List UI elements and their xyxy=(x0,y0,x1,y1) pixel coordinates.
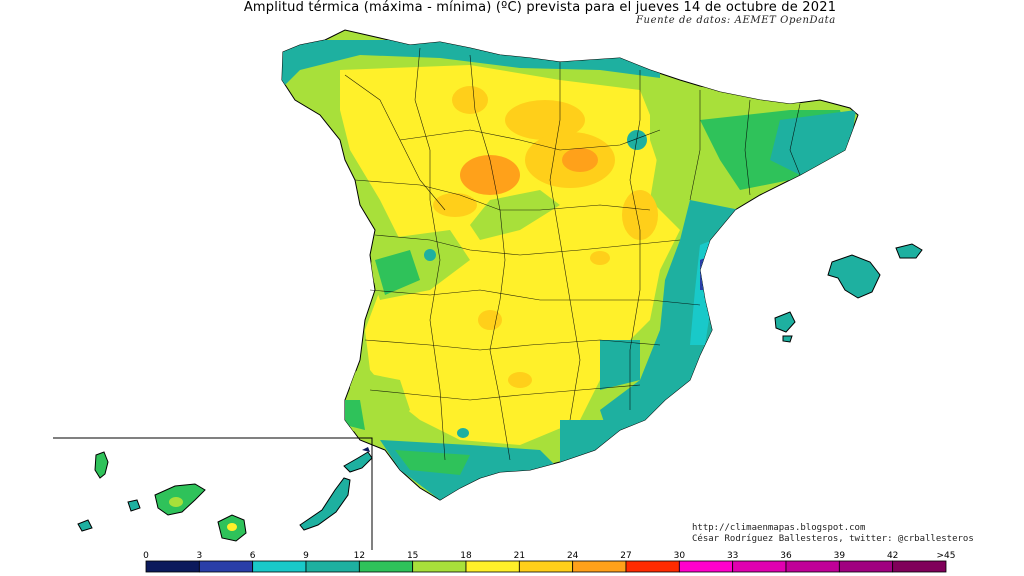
region-gran-canaria xyxy=(217,514,247,542)
legend-swatch xyxy=(732,560,787,573)
legend-tick-label: 33 xyxy=(727,551,738,561)
region-ibiza xyxy=(774,311,796,343)
legend-tick-label: 27 xyxy=(620,551,631,561)
legend-tick-label: 24 xyxy=(567,551,579,561)
legend-ticks: 0 3 6 9 12 15 18 21 24 27 30 33 36 39 42 >45 xyxy=(143,551,955,561)
region-tenerife xyxy=(154,483,206,516)
legend-tick-label: 0 xyxy=(143,551,149,561)
legend-swatch xyxy=(678,560,734,573)
legend-swatch xyxy=(145,560,200,573)
region-mainland xyxy=(281,29,859,501)
credit-blog: http://climaenmapas.blogspot.com xyxy=(692,523,866,533)
legend-tick-label: 39 xyxy=(834,551,846,561)
region-fuerteventura xyxy=(299,477,351,531)
legend-swatch xyxy=(465,560,520,573)
legend-tick-label: >45 xyxy=(937,551,956,561)
legend-swatch xyxy=(358,560,414,573)
legend-swatch xyxy=(572,560,627,573)
legend-tick-label: 3 xyxy=(196,551,202,561)
region-la-palma xyxy=(94,451,109,479)
legend-swatch xyxy=(198,560,254,573)
legend-tick-label: 42 xyxy=(887,551,898,561)
legend-swatch xyxy=(305,560,360,573)
legend-tick-label: 21 xyxy=(514,551,525,561)
region-gomera xyxy=(127,499,141,512)
legend-swatch xyxy=(518,560,574,573)
legend-swatch xyxy=(625,560,680,573)
legend-tick-label: 18 xyxy=(460,551,472,561)
region-mallorca xyxy=(827,254,881,299)
legend-swatch xyxy=(785,560,840,573)
data-source: Fuente de datos: AEMET OpenData xyxy=(636,15,836,26)
canary-inset-frame xyxy=(53,437,373,550)
legend-tick-label: 6 xyxy=(250,551,256,561)
legend-swatches xyxy=(145,560,947,573)
legend-tick-label: 9 xyxy=(303,551,309,561)
region-menorca xyxy=(895,243,923,259)
legend-swatch xyxy=(252,560,307,573)
legend-tick-label: 36 xyxy=(780,551,792,561)
credit-author: César Rodríguez Ballesteros, twitter: @c… xyxy=(692,534,974,544)
region-hierro xyxy=(77,519,93,532)
legend-tick-label: 15 xyxy=(407,551,418,561)
region-lanzarote xyxy=(343,447,373,473)
legend-swatch xyxy=(892,560,947,573)
legend-tick-label: 30 xyxy=(674,551,686,561)
legend-swatch xyxy=(838,560,894,573)
legend-tick-label: 12 xyxy=(354,551,365,561)
map-title: Amplitud térmica (máxima - mínima) (ºC) … xyxy=(243,0,837,15)
legend-swatch xyxy=(412,560,467,573)
